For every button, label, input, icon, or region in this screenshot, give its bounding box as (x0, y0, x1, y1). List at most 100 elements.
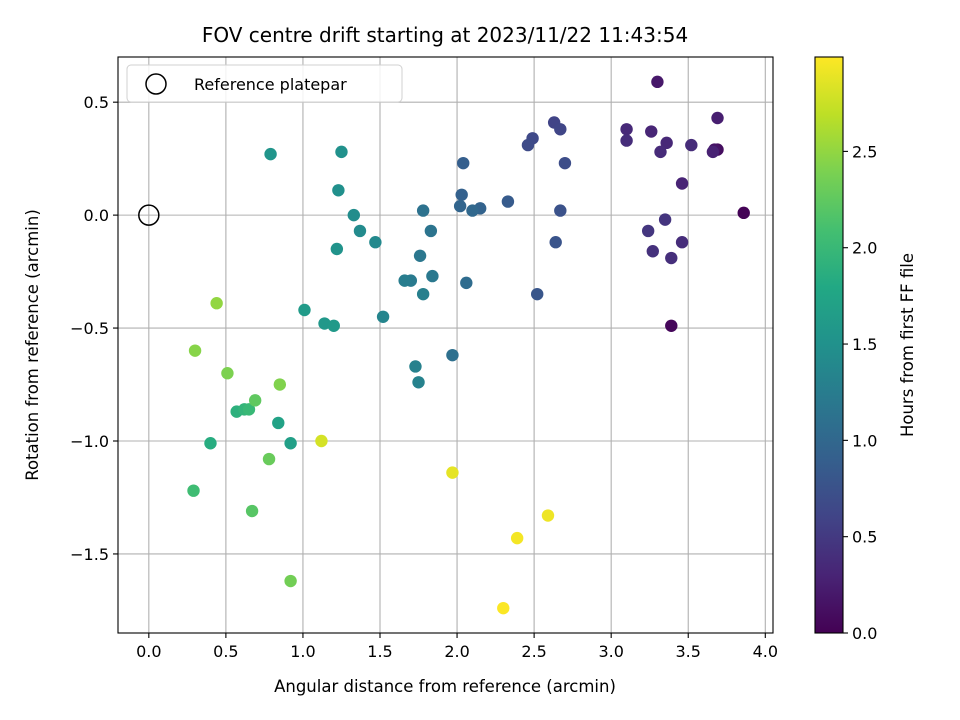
y-tick-label: −1.5 (70, 545, 109, 564)
scatter-point (347, 208, 360, 222)
reference-platepar-marker (138, 204, 160, 226)
scatter-point (645, 125, 658, 138)
scatter-point (318, 317, 331, 330)
scatter-point (284, 574, 297, 588)
scatter-point (245, 504, 259, 518)
scatter-point (416, 204, 430, 217)
scatter-point (264, 147, 277, 161)
colorbar-tick-label: 2.0 (852, 239, 877, 258)
scatter-point (242, 403, 256, 416)
y-tick-label: −1.0 (70, 432, 109, 451)
colorbar-title: Hours from first FF file (898, 253, 917, 437)
x-tick-label: 0.0 (136, 642, 161, 661)
scatter-point (369, 236, 382, 249)
x-tick-label: 1.5 (367, 642, 392, 661)
scatter-point (620, 123, 633, 136)
legend-label: Reference platepar (194, 75, 347, 94)
colorbar-tick-label: 1.5 (852, 335, 877, 354)
scatter-points (187, 75, 750, 615)
scatter-point (398, 274, 411, 287)
scatter-point (658, 213, 672, 226)
x-tick-label: 2.0 (444, 642, 469, 661)
scatter-point (466, 204, 479, 217)
y-axis-ticks: 0.5 0.0 −0.5 −1.0 −1.5 (70, 93, 118, 564)
scatter-point (327, 319, 340, 332)
scatter-point (521, 138, 535, 152)
x-axis-ticks: 0.0 0.5 1.0 1.5 2.0 2.5 3.0 3.5 4.0 (136, 633, 778, 661)
scatter-point (330, 242, 344, 256)
y-axis-title: Rotation from reference (arcmin) (23, 209, 42, 481)
scatter-point (273, 378, 287, 391)
scatter-point (531, 287, 544, 301)
x-tick-label: 3.5 (676, 642, 701, 661)
y-tick-label: 0.5 (84, 93, 109, 112)
colorbar-tick-label: 2.5 (852, 142, 877, 161)
scatter-point (315, 434, 328, 448)
scatter-point (272, 416, 285, 430)
y-tick-label: 0.0 (84, 206, 109, 225)
scatter-point (549, 236, 562, 249)
colorbar-ticks: 0.0 0.5 1.0 1.5 2.0 2.5 (843, 142, 877, 643)
scatter-point (332, 184, 345, 197)
scatter-point (413, 249, 427, 262)
scatter-point (424, 224, 438, 238)
scatter-point (501, 195, 515, 208)
scatter-point (654, 145, 667, 159)
colorbar-tick-label: 0.5 (852, 528, 877, 547)
scatter-point (446, 348, 459, 362)
scatter-point (376, 310, 390, 323)
colorbar-tick-label: 0.0 (852, 624, 877, 643)
scatter-point (353, 224, 367, 238)
scatter-point (711, 111, 724, 125)
scatter-point (453, 199, 467, 213)
scatter-point (737, 206, 750, 220)
x-tick-label: 0.5 (213, 642, 238, 661)
legend: Reference platepar (126, 64, 403, 103)
scatter-point (620, 134, 633, 147)
legend-marker-icon (145, 73, 167, 95)
scatter-point (706, 145, 720, 159)
scatter-point (554, 123, 567, 136)
scatter-point (210, 297, 223, 310)
scatter-point (685, 138, 698, 152)
scatter-point (335, 145, 348, 159)
scatter-point (665, 251, 678, 265)
scatter-point (460, 276, 473, 290)
scatter-point (675, 177, 689, 190)
scatter-point (660, 136, 673, 150)
scatter-point (248, 394, 262, 407)
scatter-point (510, 531, 524, 545)
scatter-point (298, 303, 311, 317)
scatter-point (412, 376, 425, 389)
y-tick-label: −0.5 (70, 319, 109, 338)
scatter-point (416, 287, 430, 301)
x-tick-label: 3.0 (598, 642, 623, 661)
scatter-point (409, 360, 422, 373)
scatter-point (284, 437, 297, 450)
colorbar (814, 56, 844, 634)
scatter-point (641, 224, 655, 238)
scatter-point (675, 236, 689, 249)
scatter-point (187, 484, 200, 497)
scatter-point (646, 245, 659, 258)
scatter-point (188, 344, 202, 357)
scatter-point (426, 269, 439, 283)
scatter-point (457, 156, 470, 170)
scatter-point (541, 509, 555, 522)
legend-box (126, 64, 403, 103)
scatter-point (204, 437, 217, 450)
x-tick-label: 1.0 (290, 642, 315, 661)
plot-frame (117, 56, 774, 634)
scatter-point (558, 156, 572, 170)
scatter-point (455, 188, 468, 201)
colorbar-tick-label: 1.0 (852, 431, 877, 450)
scatter-point (262, 452, 276, 466)
scatter-point (665, 319, 678, 332)
x-axis-title: Angular distance from reference (arcmin) (274, 677, 616, 696)
scatter-point (651, 75, 664, 89)
plot-title: FOV centre drift starting at 2023/11/22 … (202, 23, 688, 47)
scatter-point (554, 204, 567, 217)
x-tick-label: 4.0 (753, 642, 778, 661)
scatter-point (221, 367, 234, 380)
